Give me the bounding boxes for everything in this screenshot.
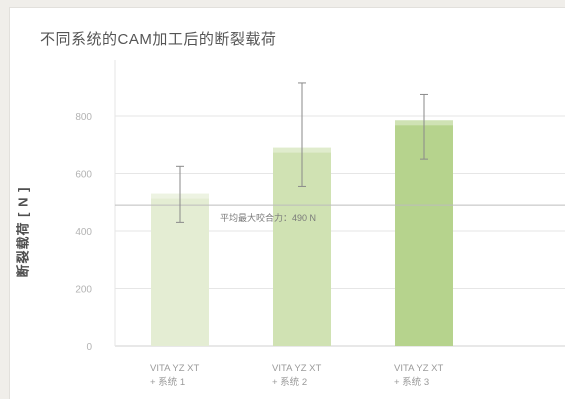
y-tick-label: 200 — [75, 285, 92, 296]
x-tick-label: + 系统 2 — [272, 376, 307, 388]
x-tick-label: VITA YZ XT — [394, 363, 443, 374]
x-tick-label: + 系统 3 — [394, 376, 429, 388]
x-tick-label: VITA YZ XT — [272, 363, 321, 374]
reference-line-group: 平均最大咬合力：490 N — [115, 204, 565, 223]
y-tick-label: 400 — [75, 227, 92, 238]
y-tick-label: 600 — [75, 170, 92, 181]
chart-title: 不同系统的CAM加工后的断裂载荷 — [40, 31, 277, 48]
y-tick-label: 0 — [86, 342, 92, 353]
x-tick-label: + 系统 1 — [150, 376, 185, 388]
x-tick-label: VITA YZ XT — [150, 363, 199, 374]
reference-line-label: 平均最大咬合力：490 N — [220, 212, 316, 223]
y-tick-label: 800 — [75, 112, 92, 123]
error-bars — [176, 82, 428, 223]
x-tick-labels: VITA YZ XT + 系统 1 VITA YZ XT + 系统 2 VITA YZ … — [150, 363, 443, 388]
y-tick-labels: 0 200 400 600 800 — [75, 112, 92, 353]
